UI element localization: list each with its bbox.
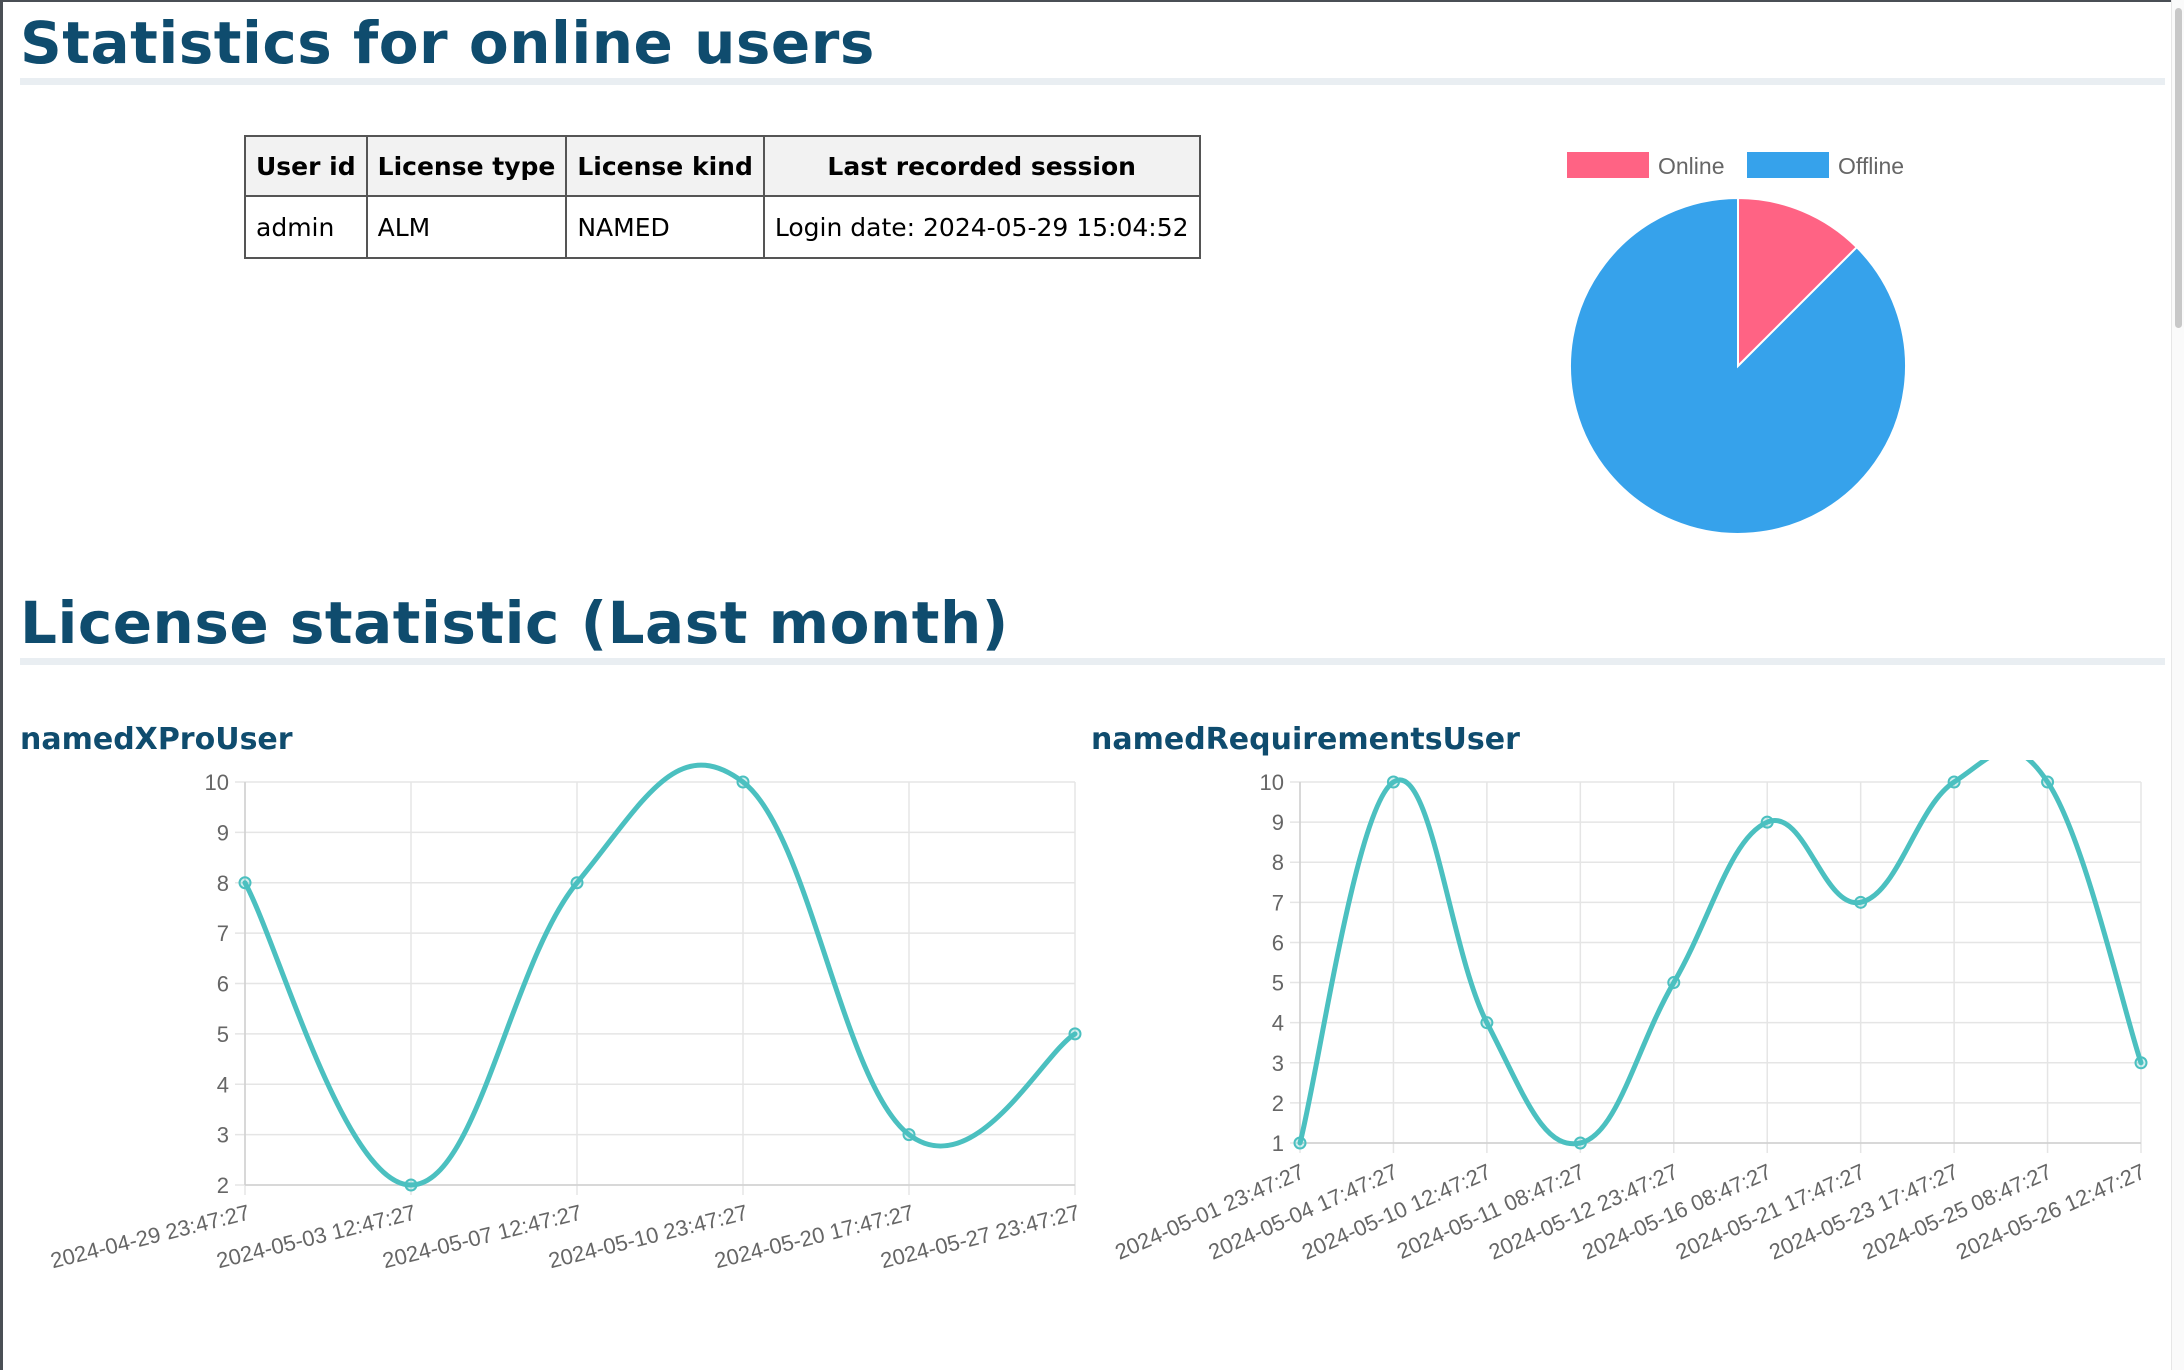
vertical-scrollbar[interactable] [2171, 0, 2184, 1370]
y-tick-label: 8 [217, 871, 229, 896]
data-point[interactable] [1760, 815, 1774, 829]
grid-lines [235, 781, 1076, 1195]
license-statistic-title: License statistic (Last month) [20, 589, 1009, 657]
header-license-kind: License kind [565, 135, 765, 197]
cell-license-kind: NAMED [565, 195, 765, 259]
legend-swatch-offline[interactable] [1747, 152, 1829, 178]
online-users-title: Statistics for online users [20, 9, 875, 77]
y-tick-label: 9 [217, 820, 229, 845]
cell-license-type: ALM [365, 195, 568, 259]
data-point[interactable] [1480, 1016, 1494, 1030]
y-tick-label: 5 [217, 1022, 229, 1047]
legend-label-online[interactable]: Online [1658, 153, 1724, 179]
data-point[interactable] [2134, 1056, 2148, 1070]
data-point[interactable] [902, 1128, 916, 1142]
y-tick-label: 7 [1272, 890, 1284, 915]
data-point[interactable] [1947, 775, 1961, 789]
y-tick-label: 2 [1272, 1091, 1284, 1116]
online-users-title-rule [20, 78, 2165, 85]
y-tick-label: 4 [217, 1072, 229, 1097]
pie-slice-offline[interactable] [1569, 196, 1907, 535]
header-license-type: License type [365, 135, 568, 197]
data-point[interactable] [238, 876, 252, 890]
data-point[interactable] [1573, 1136, 1587, 1150]
data-point[interactable] [2041, 775, 2055, 789]
legend-swatch-online[interactable] [1567, 152, 1649, 178]
online-users-table: User id License type License kind Last r… [244, 135, 1201, 259]
pie-legend: Online Offline [1567, 152, 1904, 179]
header-last-session: Last recorded session [762, 135, 1201, 197]
series-line [1297, 760, 2144, 1147]
grid-lines [1290, 781, 2142, 1153]
header-user-id: User id [244, 135, 368, 197]
axes [244, 782, 1075, 1186]
data-point[interactable] [570, 876, 584, 890]
scrollbar-thumb[interactable] [2175, 8, 2182, 328]
pie-slices [1569, 196, 1907, 535]
license-statistic-title-rule [20, 658, 2165, 665]
data-point[interactable] [1386, 775, 1400, 789]
pie-slice-online[interactable] [1737, 196, 1859, 369]
data-point[interactable] [736, 775, 750, 789]
chart-title-named-requirements-user: namedRequirementsUser [1091, 722, 1520, 757]
y-tick-label: 6 [1272, 930, 1284, 955]
cell-last-session: Login date: 2024-05-29 15:04:52 [762, 195, 1201, 259]
chart-title-named-xpro-user: namedXProUser [20, 722, 293, 757]
window-frame-left [0, 0, 3, 1370]
y-tick-label: 3 [1272, 1051, 1284, 1076]
online-offline-pie-chart: Online Offline [1567, 152, 1907, 535]
y-tick-label: 10 [1260, 770, 1284, 795]
data-point[interactable] [1293, 1136, 1307, 1150]
y-tick-label: 2 [217, 1173, 229, 1198]
table-header-row: User id License type License kind Last r… [244, 135, 1201, 197]
y-tick-label: 5 [1272, 971, 1284, 996]
y-tick-label: 4 [1272, 1011, 1284, 1036]
data-point[interactable] [404, 1178, 418, 1192]
y-tick-label: 8 [1272, 850, 1284, 875]
y-tick-label: 3 [217, 1123, 229, 1148]
y-tick-label: 6 [217, 972, 229, 997]
y-tick-label: 10 [205, 770, 229, 795]
data-point[interactable] [1854, 895, 1868, 909]
y-tick-label: 7 [217, 921, 229, 946]
y-tick-label: 1 [1272, 1131, 1284, 1156]
y-tick-label: 9 [1272, 810, 1284, 835]
table-row: admin ALM NAMED Login date: 2024-05-29 1… [244, 195, 1201, 259]
data-point[interactable] [1068, 1027, 1082, 1041]
series-line [242, 762, 1078, 1188]
axes [1299, 782, 2141, 1144]
cell-user-id: admin [244, 195, 368, 259]
legend-label-offline[interactable]: Offline [1838, 153, 1904, 179]
window-frame-top [0, 0, 2184, 2]
data-point[interactable] [1667, 976, 1681, 990]
